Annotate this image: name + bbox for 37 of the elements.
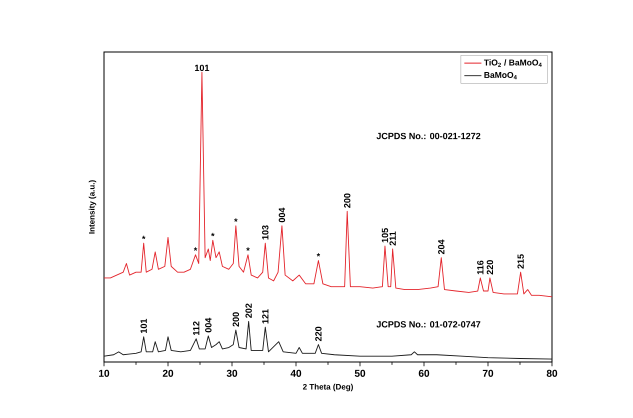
annotation: 211 xyxy=(389,232,396,246)
x-tick-label: 40 xyxy=(290,370,302,377)
annotation: 220 xyxy=(315,326,322,342)
x-tick-label: 50 xyxy=(354,370,366,377)
annotation: JCPDS No.: 01-072-0747 xyxy=(376,321,480,328)
x-tick-label: 30 xyxy=(226,370,238,377)
annotation: 101 xyxy=(140,318,147,334)
x-tick-label: 80 xyxy=(546,370,558,377)
annotation: 220 xyxy=(486,260,494,274)
annotation: * xyxy=(142,236,146,240)
annotation: 101 xyxy=(194,64,210,72)
y-axis-title: Intensity (a.u.) xyxy=(88,180,96,234)
annotation: 103 xyxy=(262,225,268,240)
annotation: 116 xyxy=(477,260,484,274)
annotation: 112 xyxy=(193,321,200,336)
annotation: 202 xyxy=(245,304,252,318)
annotation: * xyxy=(316,253,320,257)
annotation: 004 xyxy=(278,208,286,222)
annotation: 204 xyxy=(438,240,444,254)
legend-label: BaMoO$_{4}$ xyxy=(484,72,517,80)
legend-label: TiO$_{2}$ / BaMoO$_{4}$ xyxy=(484,59,542,67)
x-axis-title: 2 Theta (Deg) xyxy=(302,384,353,392)
annotation: * xyxy=(246,247,250,251)
annotation: * xyxy=(194,247,198,251)
annotation: 121 xyxy=(262,309,268,324)
annotation: * xyxy=(211,232,215,236)
x-tick-label: 70 xyxy=(482,370,494,377)
annotation: 004 xyxy=(205,318,212,332)
annotation: 215 xyxy=(517,254,524,269)
x-tick-label: 20 xyxy=(162,370,174,377)
annotation: * xyxy=(234,218,238,222)
annotation: 200 xyxy=(344,193,350,208)
x-tick-label: 60 xyxy=(418,370,430,377)
annotation: JCPDS No.: 00-021-1272 xyxy=(376,132,480,140)
annotation: 105 xyxy=(382,228,388,242)
annotation: 200 xyxy=(232,312,240,327)
x-tick-label: 10 xyxy=(99,370,110,377)
